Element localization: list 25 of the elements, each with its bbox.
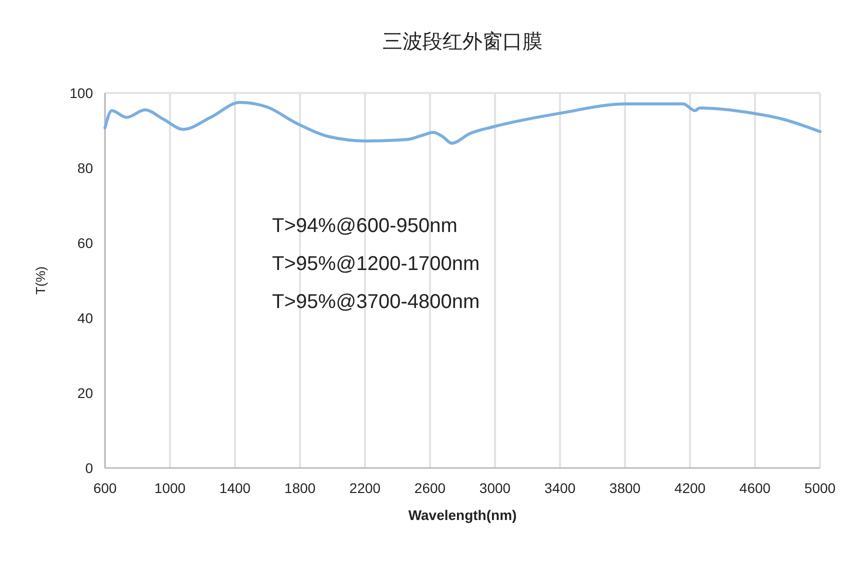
x-tick-label: 5000 xyxy=(804,480,836,496)
y-tick-label: 20 xyxy=(77,385,94,401)
y-tick-label: 100 xyxy=(70,85,94,101)
y-axis-title: T(%) xyxy=(33,266,48,295)
x-tick-label: 2600 xyxy=(414,480,446,496)
x-tick-label: 4200 xyxy=(674,480,706,496)
annotation: T>94%@600-950nm xyxy=(272,215,458,237)
chart-title: 三波段红外窗口膜 xyxy=(382,31,542,53)
annotation: T>95%@3700-4800nm xyxy=(272,291,480,313)
x-tick-label: 600 xyxy=(93,480,117,496)
x-tick-label: 3000 xyxy=(479,480,511,496)
x-tick-label: 4600 xyxy=(739,480,771,496)
y-tick-label: 60 xyxy=(77,235,94,251)
x-tick-label: 3400 xyxy=(544,480,576,496)
y-tick-label: 40 xyxy=(77,310,94,326)
x-tick-label: 1800 xyxy=(284,480,316,496)
y-tick-label: 80 xyxy=(77,160,94,176)
x-tick-label: 2200 xyxy=(349,480,381,496)
line-series xyxy=(104,100,822,145)
x-tick-label: 1000 xyxy=(154,480,186,496)
x-tick-label: 1400 xyxy=(219,480,251,496)
x-tick-label: 3800 xyxy=(609,480,641,496)
x-axis-title: Wavelength(nm) xyxy=(408,507,517,523)
annotation: T>95%@1200-1700nm xyxy=(272,253,480,275)
y-tick-label: 0 xyxy=(85,460,94,476)
